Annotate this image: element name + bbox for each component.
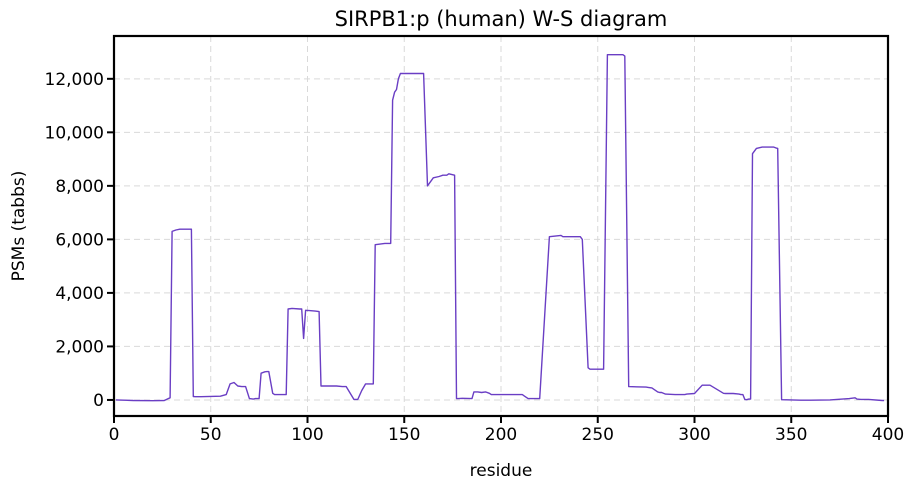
y-tick-label: 2,000 xyxy=(55,337,104,357)
y-axis-label: PSMs (tabbs) xyxy=(9,171,29,282)
grid xyxy=(113,36,889,416)
x-tick-label: 350 xyxy=(775,425,807,445)
x-tick-label: 250 xyxy=(582,425,614,445)
ticks: 0 50 100 150 200 250 300 350 400 0 2,000 4,000 6,000… xyxy=(45,70,905,445)
y-tick-label: 0 xyxy=(93,391,104,411)
x-tick-label: 400 xyxy=(872,425,904,445)
chart-title: SIRPB1:p (human) W-S diagram xyxy=(335,7,668,31)
x-tick-label: 50 xyxy=(200,425,222,445)
y-tick-label: 10,000 xyxy=(45,123,104,143)
y-tick-label: 12,000 xyxy=(45,70,104,90)
x-tick-label: 100 xyxy=(291,425,323,445)
x-axis-label: residue xyxy=(470,461,533,481)
y-tick-label: 4,000 xyxy=(55,284,104,304)
x-tick-label: 200 xyxy=(485,425,517,445)
x-tick-label: 300 xyxy=(678,425,710,445)
series-line xyxy=(115,54,885,402)
x-tick-label: 150 xyxy=(388,425,420,445)
x-tick-label: 0 xyxy=(109,425,120,445)
y-tick-label: 6,000 xyxy=(55,230,104,250)
y-tick-label: 8,000 xyxy=(55,177,104,197)
series-layer xyxy=(115,54,885,402)
